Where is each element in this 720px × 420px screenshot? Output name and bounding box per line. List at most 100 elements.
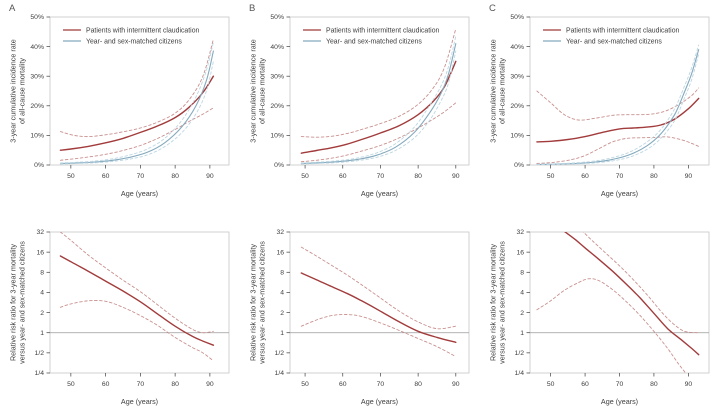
svg-text:2: 2: [40, 310, 44, 317]
svg-text:50%: 50%: [270, 14, 284, 21]
svg-text:1/2: 1/2: [275, 350, 285, 357]
chart-c-relative-risk: 32 16 8 4 2 1 1/2 1/4 50 60 70 80 90 Relative risk ra…: [489, 229, 710, 406]
chart-b-cumulative-incidence: 0% 10% 20% 30% 40% 50% 50 60 70 80 90 Patients with…: [249, 14, 470, 198]
panel-a-bottom-cell: 32 16 8 4 2 1 1/2 1/4 50 60 70 80 90 Relative risk ra…: [0, 210, 240, 420]
svg-text:1: 1: [280, 330, 284, 337]
svg-text:0%: 0%: [514, 162, 524, 169]
svg-text:1: 1: [520, 330, 524, 337]
series-rr_estimate: [563, 232, 700, 356]
svg-text:60: 60: [581, 381, 589, 388]
series-ref_ci_upper: [300, 35, 457, 164]
svg-text:80: 80: [171, 381, 179, 388]
series-ref_estimate: [536, 49, 700, 165]
svg-text:50%: 50%: [510, 14, 524, 21]
svg-text:50: 50: [67, 381, 75, 388]
y-axis-label: Relative risk ratio for 3-year mortality…: [249, 241, 267, 364]
svg-text:70: 70: [377, 173, 385, 180]
svg-text:60: 60: [339, 173, 347, 180]
svg-text:0%: 0%: [274, 162, 284, 169]
x-axis-label: Age (years): [601, 397, 638, 406]
series-ic_ci_upper: [300, 28, 457, 138]
svg-text:20%: 20%: [510, 103, 524, 110]
svg-text:16: 16: [36, 249, 44, 256]
svg-text:90: 90: [206, 173, 214, 180]
svg-text:90: 90: [685, 173, 693, 180]
svg-text:10%: 10%: [270, 133, 284, 140]
svg-text:30%: 30%: [510, 73, 524, 80]
panel-label-a: A: [9, 3, 16, 14]
panel-label-c: C: [489, 3, 497, 14]
svg-text:16: 16: [516, 249, 524, 256]
svg-text:1/4: 1/4: [35, 370, 45, 377]
svg-text:4: 4: [40, 290, 44, 297]
legend-label-1: Year- and sex-matched citizens: [566, 38, 662, 45]
svg-text:32: 32: [36, 229, 44, 236]
x-axis-label: Age (years): [361, 397, 398, 406]
svg-text:4: 4: [520, 290, 524, 297]
svg-text:1/4: 1/4: [515, 370, 525, 377]
series-ic_ci_lower: [59, 107, 214, 161]
svg-text:80: 80: [650, 173, 658, 180]
svg-text:80: 80: [650, 381, 658, 388]
legend-label-0: Patients with intermittent claudication: [86, 27, 200, 34]
chart-b-relative-risk: 32 16 8 4 2 1 1/2 1/4 50 60 70 80 90 Relative risk ra…: [249, 229, 470, 406]
svg-text:70: 70: [137, 381, 145, 388]
series-ic_ci_lower: [536, 136, 700, 164]
svg-text:50%: 50%: [30, 14, 44, 21]
series-ic_ci_upper: [536, 87, 700, 121]
panel-label-b: B: [249, 3, 256, 14]
series-ref_ci_upper: [59, 41, 214, 164]
legend-label-1: Year- and sex-matched citizens: [86, 38, 182, 45]
series-rr_ci_upper: [582, 232, 700, 334]
x-axis-label: Age (years): [601, 189, 638, 198]
svg-text:50: 50: [547, 173, 555, 180]
svg-text:0%: 0%: [34, 162, 44, 169]
svg-text:2: 2: [280, 310, 284, 317]
svg-text:90: 90: [685, 381, 693, 388]
svg-text:10%: 10%: [30, 133, 44, 140]
svg-text:8: 8: [40, 270, 44, 277]
series-ic_estimate: [536, 97, 700, 143]
series-rr_estimate: [59, 255, 215, 346]
svg-text:30%: 30%: [30, 73, 44, 80]
svg-text:90: 90: [206, 381, 214, 388]
svg-text:80: 80: [171, 173, 179, 180]
series-ref_ci_upper: [536, 44, 700, 165]
svg-text:20%: 20%: [30, 103, 44, 110]
series-ic_ci_upper: [59, 38, 214, 138]
svg-text:90: 90: [452, 173, 460, 180]
svg-text:30%: 30%: [270, 73, 284, 80]
y-axis-label: 3-year cumulative incidence rateof all-c…: [489, 39, 507, 142]
svg-text:40%: 40%: [510, 44, 524, 51]
svg-text:1: 1: [40, 330, 44, 337]
series-ic_ci_lower: [300, 102, 457, 163]
y-axis-label: 3-year cumulative incidence rateof all-c…: [249, 39, 267, 142]
svg-text:70: 70: [616, 381, 624, 388]
legend-label-1: Year- and sex-matched citizens: [326, 38, 422, 45]
svg-text:70: 70: [377, 381, 385, 388]
svg-text:2: 2: [520, 310, 524, 317]
x-axis-label: Age (years): [361, 189, 398, 198]
svg-text:32: 32: [516, 229, 524, 236]
panel-c-bottom-cell: 32 16 8 4 2 1 1/2 1/4 50 60 70 80 90 Relative risk ra…: [480, 210, 720, 420]
svg-text:90: 90: [452, 381, 460, 388]
svg-text:70: 70: [616, 173, 624, 180]
chart-a-relative-risk: 32 16 8 4 2 1 1/2 1/4 50 60 70 80 90 Relative risk ra…: [9, 229, 230, 406]
chart-a-cumulative-incidence: 0% 10% 20% 30% 40% 50% 50 60 70 80 90 Patients with…: [9, 14, 230, 198]
svg-text:1/2: 1/2: [515, 350, 525, 357]
series-ref_ci_lower: [536, 53, 700, 165]
series-rr_ci_lower: [59, 300, 214, 362]
series-rr_ci_upper: [300, 246, 457, 330]
svg-text:50: 50: [301, 173, 309, 180]
svg-text:32: 32: [276, 229, 284, 236]
svg-text:60: 60: [102, 381, 110, 388]
legend-label-0: Patients with intermittent claudication: [326, 27, 440, 34]
svg-text:80: 80: [414, 381, 422, 388]
svg-text:8: 8: [520, 270, 524, 277]
panel-b-bottom-cell: 32 16 8 4 2 1 1/2 1/4 50 60 70 80 90 Relative risk ra…: [240, 210, 480, 420]
series-ic_estimate: [59, 75, 215, 151]
panel-c-top-cell: 0% 10% 20% 30% 40% 50% 50 60 70 80 90 Patients with…: [480, 0, 720, 210]
svg-text:20%: 20%: [270, 103, 284, 110]
x-axis-label: Age (years): [121, 189, 158, 198]
